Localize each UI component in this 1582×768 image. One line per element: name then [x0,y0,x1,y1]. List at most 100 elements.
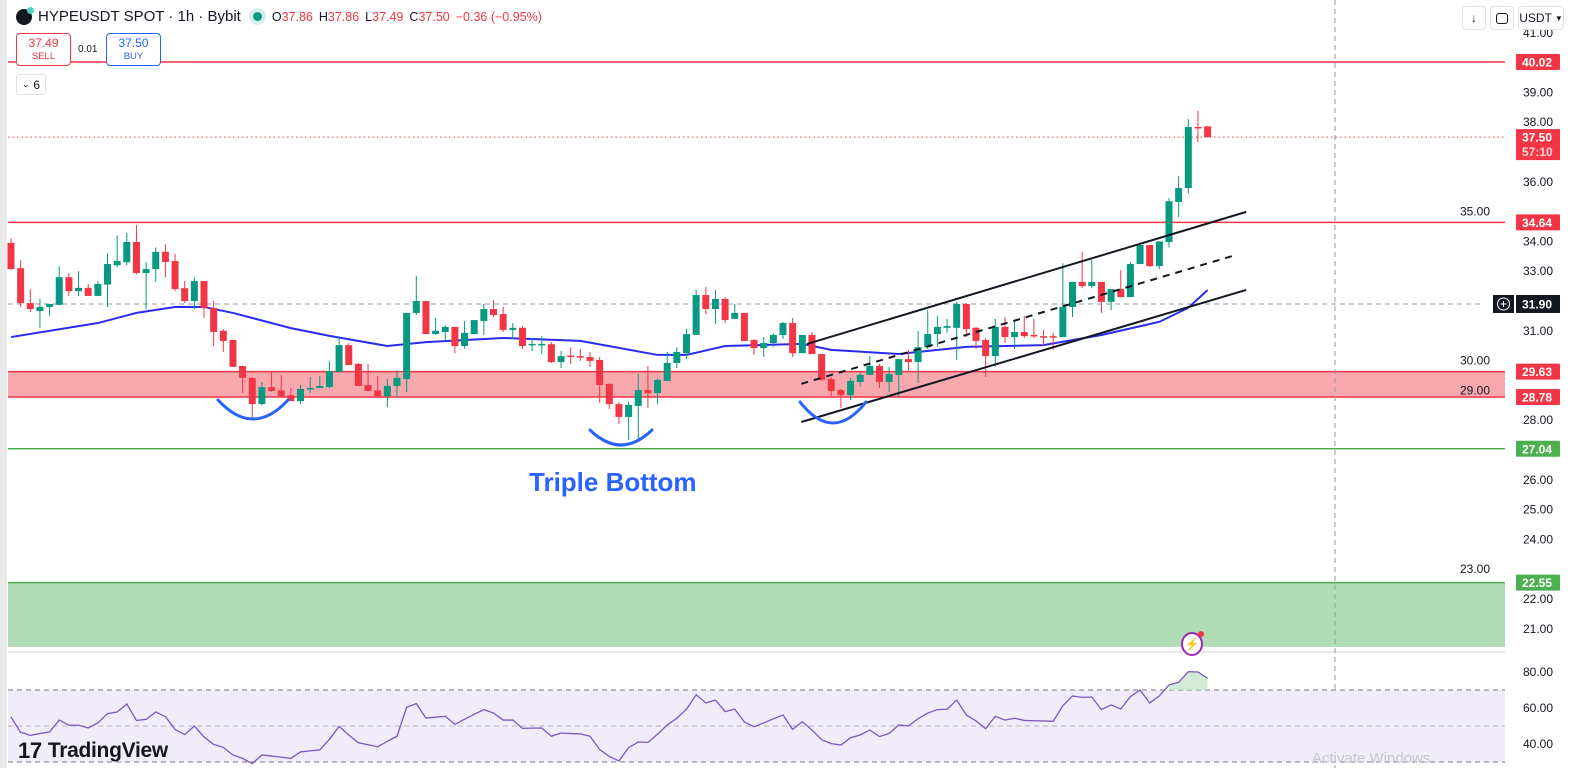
zone-bottom-badge [1516,388,1560,405]
currency-label: USDT [1519,11,1552,25]
zone-top-label: 29.63 [1522,365,1552,379]
candle-body [827,379,835,391]
indicators-toggle-button[interactable]: ⌄ 6 [16,74,46,95]
candle-body [75,287,83,292]
symbol-title[interactable]: HYPEUSDT SPOT · 1h · Bybit [38,8,241,25]
bottom-arc [798,400,868,425]
candle-body [1097,281,1105,302]
buy-price: 37.50 [118,35,149,50]
candle [1165,198,1173,248]
candle-body [181,288,189,301]
candle-body [383,385,391,397]
candle [219,329,227,352]
candle [518,326,526,349]
candle [972,326,980,349]
rsi-line [10,670,1208,765]
candle [789,317,797,358]
candle-body [7,242,15,270]
plus-circle-icon [1497,297,1510,311]
candle [818,354,826,381]
arrow-down-icon: ↓ [1471,11,1477,25]
candle-body [1194,126,1202,129]
rsi-axis-tick: 60.00 [1523,701,1553,715]
candle-body [123,241,131,263]
zone-bottom-label: 28.78 [1522,390,1552,404]
tradingview-logo[interactable]: 17 TradingView [18,738,168,763]
candle [1040,329,1048,346]
candle-body [316,385,324,389]
candle [258,382,266,406]
level-34.64-badge [1516,214,1560,231]
candle-body [625,404,633,417]
candle-body [200,281,208,309]
candle [914,331,922,383]
sell-price: 37.49 [28,35,59,50]
candle [943,318,951,333]
candle [393,370,401,397]
candle-body [1069,281,1076,307]
candle-body [557,356,565,363]
ohlc-close: C37.50 [409,9,450,24]
candle [113,235,121,268]
indicator-count: 6 [33,77,41,92]
candle [750,339,758,355]
candle-body [953,303,961,328]
candle [345,343,353,366]
candle-body [422,300,430,335]
candle-body [1078,281,1086,287]
hype-logo-icon [16,6,34,25]
candle [798,334,806,354]
candle-body [432,330,440,335]
candle-body [576,356,584,358]
add-alert-button[interactable] [1493,294,1514,313]
fullscreen-button[interactable] [1490,6,1514,30]
candle-body [914,347,922,363]
candle-body [1117,289,1125,298]
zone-green [8,582,1505,647]
current-price-label: 37.50 [1522,131,1552,145]
candle-body [1146,244,1154,267]
buy-label: BUY [123,50,144,62]
candle-body [364,385,372,391]
candle [847,377,855,400]
candle-body [104,264,111,285]
price-change: −0.36 (−0.95%) [455,9,542,24]
candle [200,281,208,318]
candle-body [615,404,623,417]
candle [383,379,391,408]
candle-body [277,390,285,397]
rsi-axis-tick: 80.00 [1523,665,1553,679]
candle-body [644,390,652,394]
candle [876,363,883,389]
candle [142,262,150,310]
candle-body [161,251,169,262]
candle-body [94,284,102,296]
candle-body [152,251,160,270]
candle [229,340,237,367]
currency-dropdown[interactable]: USDT ▼ [1518,6,1564,30]
candle [837,388,845,408]
candle [1117,270,1125,298]
candle-body [287,395,295,402]
candle-body [962,303,970,330]
candle [480,303,488,335]
candle-body [441,326,449,332]
candle-body [586,357,594,361]
candle [316,376,324,389]
candle-body [596,360,604,386]
lightning-alert-icon[interactable]: ⚡ [1181,631,1204,656]
spread-value: 0.01 [78,44,98,55]
candle [625,402,633,440]
scroll-to-latest-button[interactable]: ↓ [1462,6,1486,30]
sell-button[interactable]: 37.49 SELL [16,33,71,66]
buy-button[interactable]: 37.50 BUY [106,33,161,66]
candle-body [634,390,642,406]
candle [374,376,382,397]
candle-body [1059,306,1067,338]
candle-body [26,303,34,310]
current-price-badge [1516,129,1560,161]
zone-top-badge [1516,574,1560,591]
candle [55,266,63,306]
candle-body [538,343,546,346]
